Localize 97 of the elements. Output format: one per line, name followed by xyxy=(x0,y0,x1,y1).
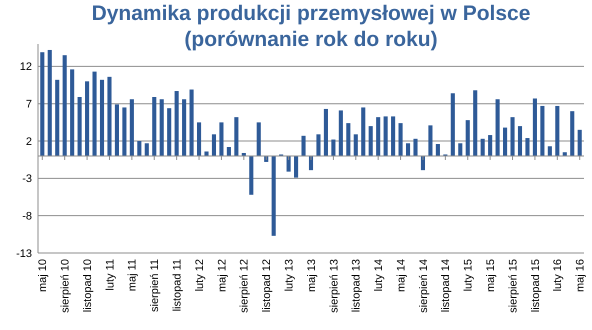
bar xyxy=(406,143,410,156)
bar xyxy=(361,107,366,156)
bar xyxy=(473,90,478,156)
x-tick-label: sierpień 14 xyxy=(418,259,430,313)
bar xyxy=(107,76,112,156)
x-tick-label: luty 15 xyxy=(462,259,475,292)
bar xyxy=(219,122,224,156)
bar xyxy=(525,138,530,156)
bar xyxy=(62,55,67,156)
x-tick-label: listopad 15 xyxy=(530,259,542,312)
bar xyxy=(160,99,164,156)
bar xyxy=(256,122,261,156)
bar xyxy=(144,143,149,156)
x-tick-label: sierpień 13 xyxy=(328,259,340,313)
bar xyxy=(510,117,515,156)
bar xyxy=(570,111,574,156)
bar xyxy=(436,144,440,156)
bar xyxy=(167,108,172,156)
bar xyxy=(413,138,418,156)
bar xyxy=(346,123,350,156)
bar xyxy=(532,98,537,156)
y-tick-label: -3 xyxy=(22,173,32,186)
bar xyxy=(122,107,126,156)
x-tick-label: sierpień 11 xyxy=(149,259,162,312)
bar xyxy=(376,117,380,156)
x-tick-label: maj 11 xyxy=(126,259,139,292)
chart-title: Dynamika produkcji przemysłowej w Polsce (porównanie rok do roku) xyxy=(92,2,530,51)
bar xyxy=(40,52,44,156)
bar xyxy=(196,122,202,156)
bar xyxy=(226,147,231,156)
bar xyxy=(114,104,119,156)
bar xyxy=(324,108,328,156)
bar xyxy=(398,123,403,156)
bar xyxy=(55,80,60,156)
bar xyxy=(152,96,156,156)
bar xyxy=(562,152,567,156)
y-tick-label: 7 xyxy=(26,98,32,111)
bar xyxy=(294,156,298,178)
x-tick-label: listopad 13 xyxy=(350,259,363,312)
bar xyxy=(338,110,343,156)
y-tick-label: 12 xyxy=(20,61,32,74)
x-tick-label: sierpień 15 xyxy=(507,259,520,313)
y-tick-label: -13 xyxy=(16,248,32,260)
bar xyxy=(190,90,194,156)
bar xyxy=(354,134,358,156)
bar xyxy=(316,134,321,156)
bar xyxy=(331,140,336,156)
bar xyxy=(368,126,373,156)
bar xyxy=(480,138,485,156)
x-tick-label: luty 12 xyxy=(194,259,206,292)
x-tick-label: listopad 12 xyxy=(261,259,274,312)
bar xyxy=(272,156,276,236)
x-tick-label: sierpień 10 xyxy=(60,259,72,313)
x-tick-label: luty 16 xyxy=(552,259,564,292)
bar xyxy=(578,130,582,156)
bar xyxy=(182,99,186,156)
bar xyxy=(488,135,492,156)
x-tick-label: maj 12 xyxy=(216,259,228,292)
bar xyxy=(85,81,90,156)
bar xyxy=(78,96,82,156)
x-tick-label: listopad 14 xyxy=(440,259,452,312)
bar xyxy=(92,72,97,156)
bar xyxy=(234,117,238,156)
bar xyxy=(518,126,522,156)
bar xyxy=(174,91,179,156)
x-tick-label: maj 14 xyxy=(395,259,408,292)
bar xyxy=(301,136,306,156)
x-tick-label: maj 16 xyxy=(574,259,587,292)
x-tick-label: listopad 10 xyxy=(82,259,94,312)
bar xyxy=(130,99,134,156)
bar xyxy=(391,116,396,156)
bar xyxy=(48,50,52,156)
bar xyxy=(548,146,552,156)
bar xyxy=(458,143,462,156)
x-tick-label: sierpień 12 xyxy=(238,259,251,313)
bar xyxy=(100,80,104,156)
x-tick-label: listopad 11 xyxy=(171,259,184,312)
x-tick-label: maj 15 xyxy=(484,259,497,292)
bar xyxy=(555,106,560,156)
y-tick-label: 2 xyxy=(26,136,32,148)
bar xyxy=(70,69,74,156)
bar xyxy=(249,156,254,195)
bar xyxy=(450,93,455,156)
y-tick-label: -8 xyxy=(22,210,32,223)
x-tick-label: maj 13 xyxy=(306,259,318,292)
bar xyxy=(466,120,470,156)
x-tick-label: luty 14 xyxy=(373,259,386,292)
bar xyxy=(496,99,500,156)
bar xyxy=(428,125,432,156)
bar xyxy=(384,116,388,156)
bar xyxy=(137,141,142,156)
bar xyxy=(540,106,544,156)
x-tick-label: maj 10 xyxy=(37,259,50,292)
x-tick-label: luty 11 xyxy=(104,259,116,291)
x-tick-label: luty 13 xyxy=(283,259,296,292)
bar xyxy=(212,134,216,156)
bar xyxy=(503,128,508,156)
